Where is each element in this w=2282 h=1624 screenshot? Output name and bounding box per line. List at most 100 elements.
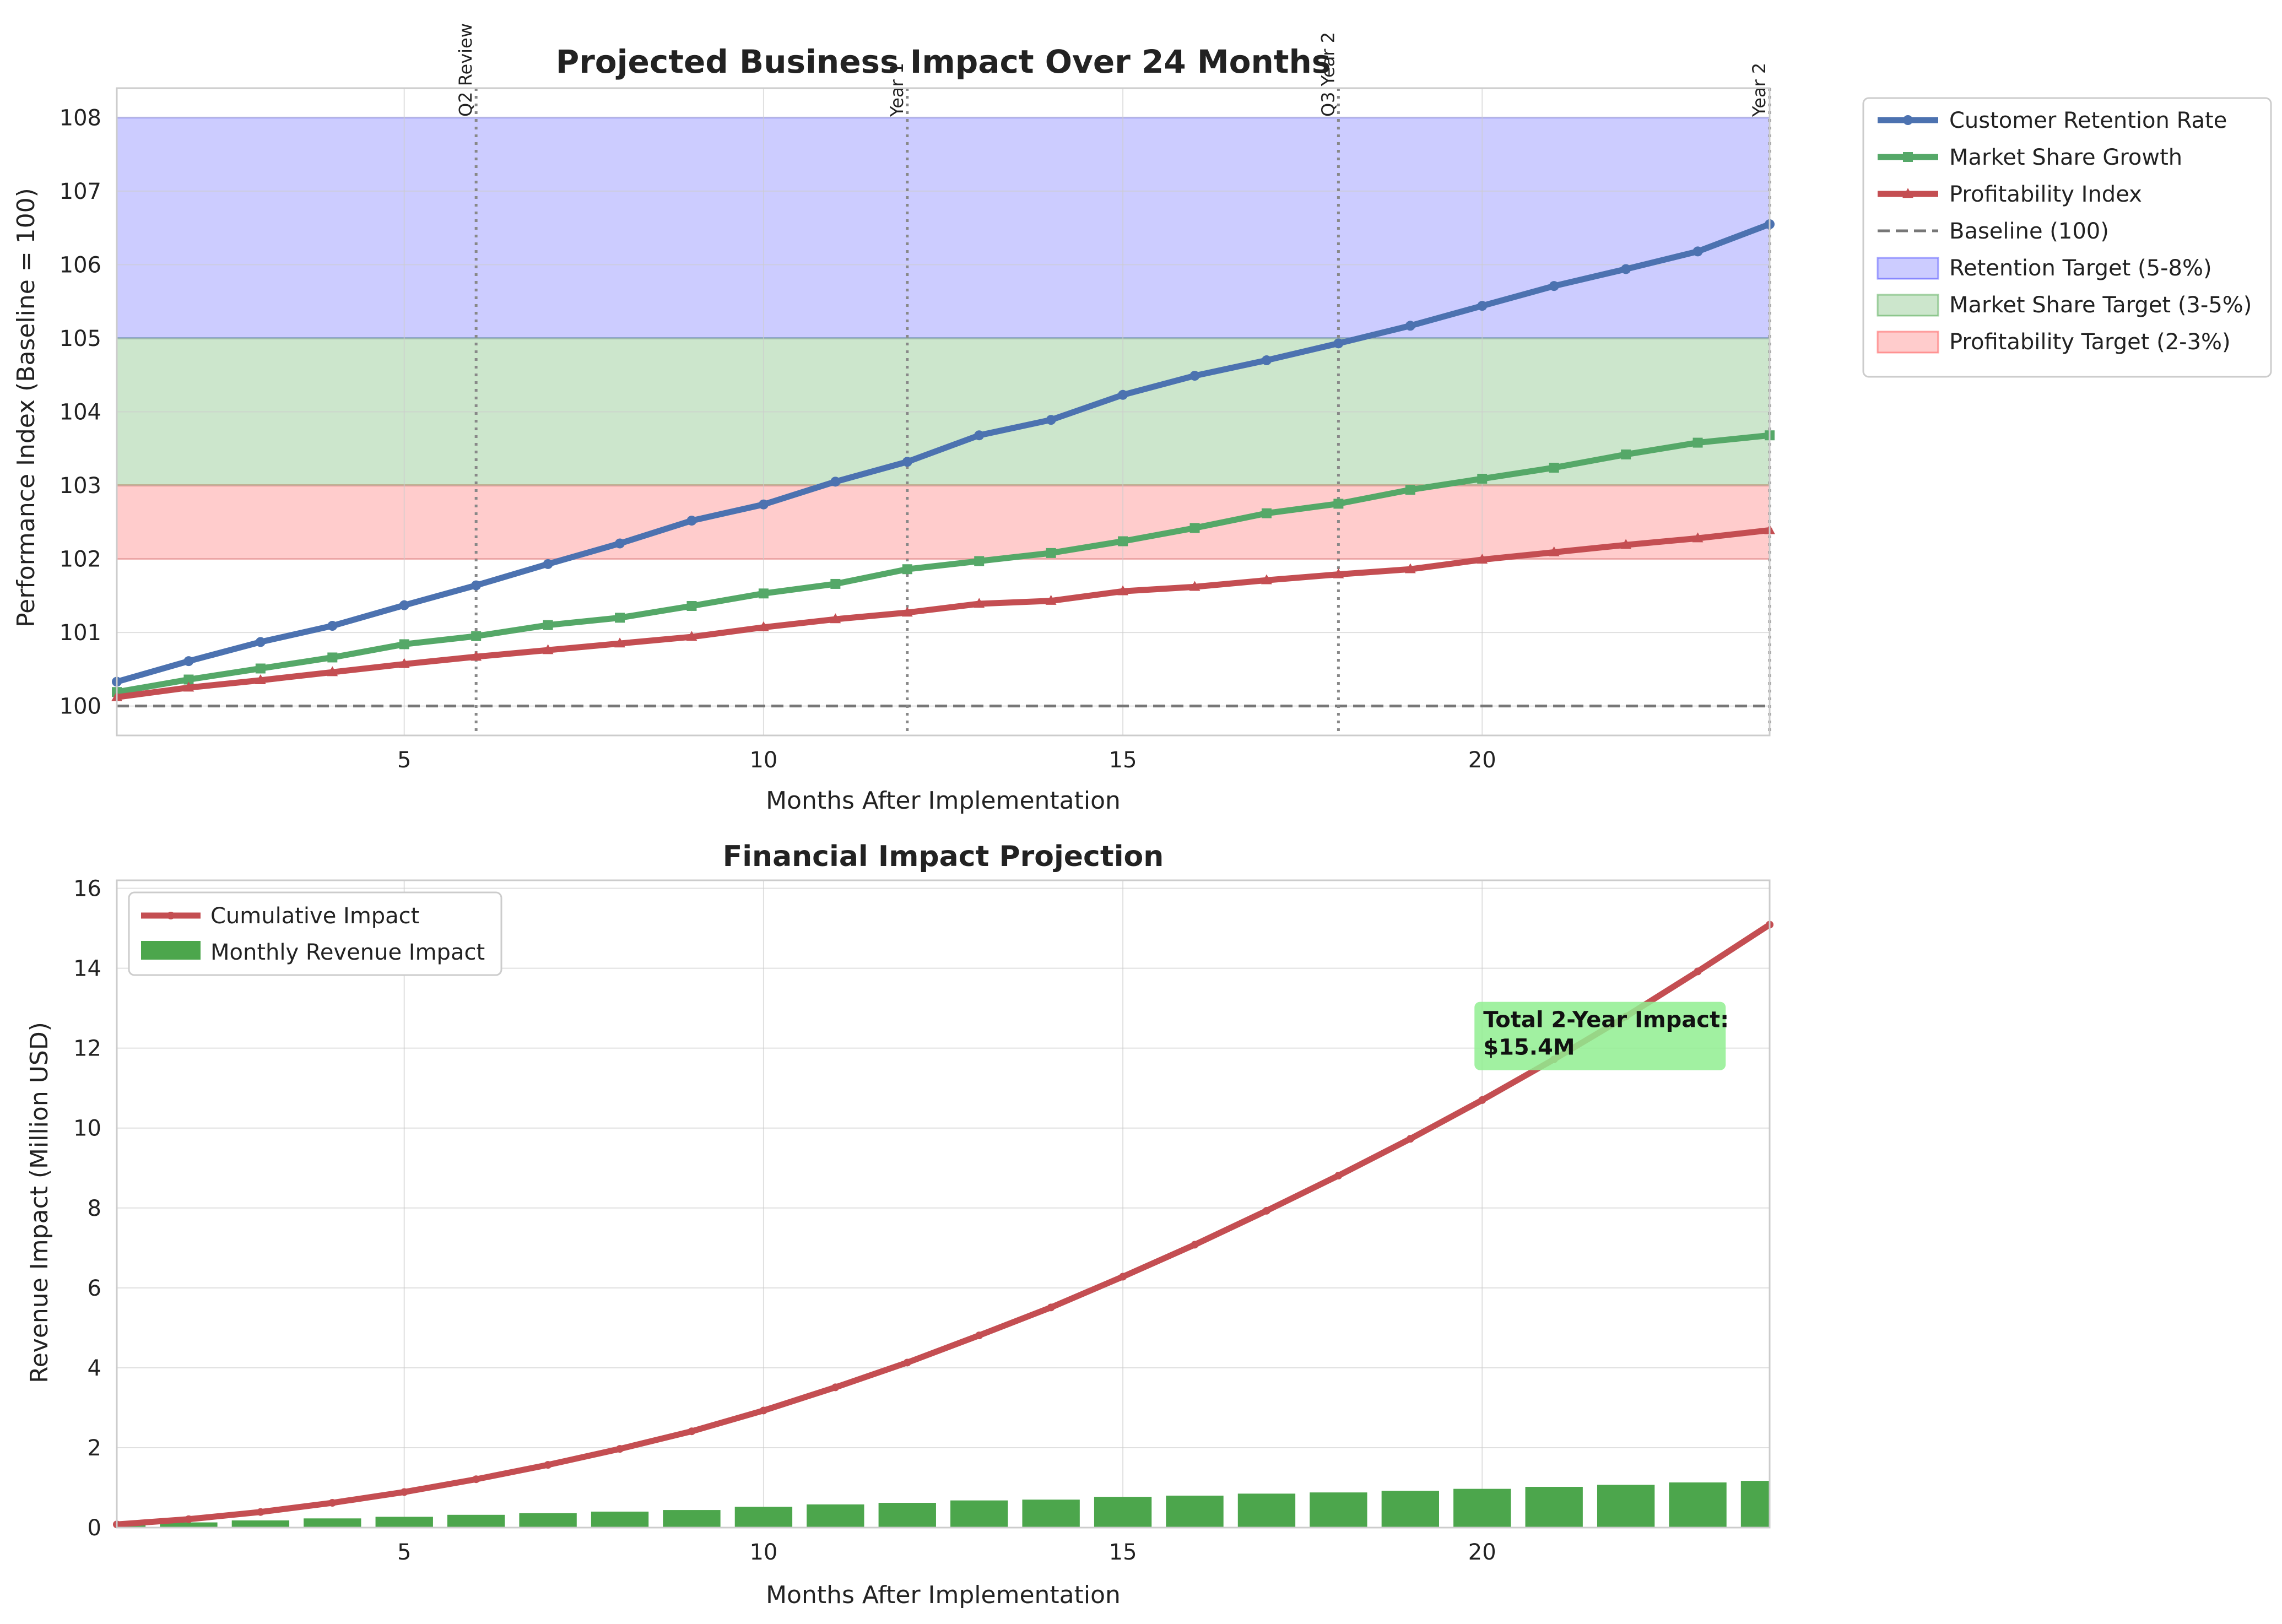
- y-tick-label: 104: [60, 400, 101, 425]
- x-tick-label: 20: [1468, 1540, 1496, 1565]
- data-point: [615, 613, 625, 623]
- data-point: [1405, 485, 1415, 495]
- data-point: [615, 538, 625, 549]
- data-point: [1333, 338, 1344, 349]
- data-point: [974, 556, 985, 566]
- series-1: [112, 219, 1775, 687]
- legend-entry: Profitability Target (2-3%): [1877, 329, 2231, 355]
- data-point: [328, 1499, 337, 1507]
- data-point: [542, 644, 554, 654]
- data-point: [1477, 554, 1488, 564]
- legend-entry: Customer Retention Rate: [1878, 108, 2227, 133]
- legend-label: Profitability Index: [1949, 182, 2142, 207]
- data-point: [543, 559, 553, 569]
- data-point: [758, 588, 769, 599]
- data-point: [1261, 574, 1272, 584]
- data-point: [1406, 1135, 1414, 1143]
- bar: [375, 1517, 433, 1528]
- data-point: [1334, 1172, 1343, 1180]
- bar: [304, 1518, 361, 1528]
- data-point: [327, 621, 338, 631]
- data-point: [688, 1427, 696, 1436]
- data-point: [255, 674, 266, 685]
- series-line: [113, 432, 1773, 695]
- chart-title: Financial Impact Projection: [723, 840, 1164, 873]
- y-tick-label: 4: [88, 1356, 101, 1381]
- bar: [1022, 1500, 1080, 1528]
- y-tick-label: 0: [88, 1515, 101, 1541]
- data-point: [1694, 967, 1702, 976]
- data-point: [472, 1475, 480, 1484]
- milestone-label: Year 1: [886, 63, 907, 117]
- data-point: [327, 652, 338, 663]
- x-axis-label: Months After Implementation: [766, 1581, 1121, 1609]
- bar: [231, 1520, 290, 1528]
- data-point: [614, 637, 625, 648]
- series-line: [113, 922, 1773, 1528]
- annotation-line-2: $15.4M: [1483, 1035, 1575, 1060]
- series-line: [113, 221, 1773, 685]
- legend-label: Cumulative Impact: [210, 903, 419, 929]
- data-point: [1045, 594, 1057, 605]
- legend-entry: Baseline (100): [1878, 219, 2109, 244]
- data-point: [1046, 548, 1056, 558]
- bar: [807, 1504, 864, 1528]
- data-point: [830, 477, 841, 487]
- y-tick-label: 107: [60, 179, 101, 204]
- data-point: [399, 600, 409, 610]
- legend-entry: Retention Target (5-8%): [1877, 256, 2212, 281]
- data-point: [686, 516, 697, 526]
- x-axis-label: Months After Implementation: [766, 787, 1121, 815]
- x-tick-label: 10: [749, 748, 777, 773]
- data-point: [1262, 1206, 1270, 1215]
- legend-swatch: [1877, 294, 1939, 317]
- y-tick-label: 2: [88, 1436, 101, 1461]
- data-point: [256, 1508, 264, 1516]
- data-point: [1621, 449, 1631, 459]
- data-point: [975, 1331, 983, 1340]
- y-tick-label: 108: [60, 105, 101, 131]
- data-point: [686, 631, 697, 641]
- data-point: [1189, 371, 1200, 381]
- data-point: [831, 1383, 840, 1392]
- target-band-1: [116, 116, 1771, 339]
- data-point: [1261, 355, 1272, 366]
- annotation-box: [1474, 1002, 1726, 1070]
- y-tick-label: 6: [88, 1276, 101, 1301]
- bar: [734, 1507, 793, 1528]
- data-point: [758, 499, 769, 510]
- data-point: [399, 639, 409, 649]
- legend: Customer Retention Rate Market Share Grow…: [1862, 97, 2272, 378]
- bar: [950, 1500, 1008, 1528]
- legend-swatch: [1877, 331, 1939, 354]
- y-tick-label: 8: [88, 1196, 101, 1221]
- bar: [878, 1503, 936, 1528]
- legend-entry: Profitability Index: [1878, 182, 2142, 207]
- data-point: [1620, 539, 1632, 549]
- annotation-line-1: Total 2-Year Impact:: [1483, 1008, 1729, 1033]
- y-tick-label: 103: [60, 473, 101, 499]
- y-axis-label: Revenue Impact (Million USD): [25, 1022, 53, 1383]
- y-tick-label: 14: [73, 956, 101, 982]
- y-tick-label: 102: [60, 547, 101, 572]
- legend-frame: [1862, 97, 2272, 378]
- series-line: [113, 527, 1773, 701]
- data-point: [974, 430, 985, 441]
- data-point: [327, 666, 338, 676]
- data-point: [1189, 581, 1201, 591]
- chart-financial-impact: Total 2-Year Impact:$15.4M 5 10 15 20 0 2 4 6 8 10…: [25, 840, 1773, 1609]
- data-point: [544, 1461, 552, 1469]
- milestone-label: Year 2: [1749, 63, 1770, 117]
- x-tick-label: 5: [397, 1540, 411, 1565]
- milestone-label: Q3 Year 2: [1317, 32, 1338, 117]
- data-point: [1261, 508, 1272, 518]
- data-point: [974, 598, 985, 608]
- y-tick-label: 12: [73, 1036, 101, 1062]
- x-tick-label: 20: [1468, 748, 1496, 773]
- legend-label: Market Share Growth: [1949, 145, 2182, 170]
- bar: [519, 1513, 577, 1528]
- y-tick-label: 105: [60, 326, 101, 351]
- data-point: [902, 564, 912, 575]
- data-point: [1333, 499, 1344, 509]
- data-point: [758, 621, 769, 631]
